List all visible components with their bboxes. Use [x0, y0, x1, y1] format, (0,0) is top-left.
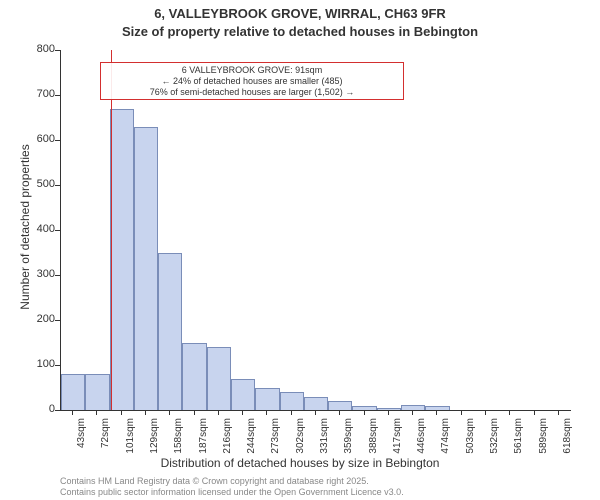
x-tick-mark — [388, 410, 389, 415]
x-tick-label: 417sqm — [392, 418, 403, 458]
histogram-bar — [425, 406, 449, 411]
x-tick-mark — [364, 410, 365, 415]
histogram-bar — [280, 392, 304, 410]
histogram-bar — [231, 379, 255, 411]
histogram-bar — [377, 408, 401, 410]
x-axis-label: Distribution of detached houses by size … — [0, 456, 600, 470]
callout-line: 6 VALLEYBROOK GROVE: 91sqm — [107, 65, 397, 76]
y-tick-mark — [55, 95, 60, 96]
histogram-bar — [255, 388, 279, 411]
x-tick-mark — [509, 410, 510, 415]
histogram-bar — [110, 109, 134, 411]
x-tick-label: 503sqm — [465, 418, 476, 458]
footer-line1: Contains HM Land Registry data © Crown c… — [60, 476, 369, 486]
y-tick-label: 800 — [15, 43, 55, 55]
x-tick-label: 474sqm — [440, 418, 451, 458]
x-tick-mark — [315, 410, 316, 415]
x-tick-label: 244sqm — [246, 418, 257, 458]
histogram-bar — [401, 405, 425, 410]
y-tick-label: 100 — [15, 358, 55, 370]
x-tick-mark — [242, 410, 243, 415]
histogram-bar — [182, 343, 206, 411]
y-tick-mark — [55, 275, 60, 276]
x-tick-label: 561sqm — [513, 418, 524, 458]
x-tick-label: 72sqm — [100, 418, 111, 458]
y-tick-label: 600 — [15, 133, 55, 145]
x-tick-mark — [145, 410, 146, 415]
chart-title-line2: Size of property relative to detached ho… — [0, 24, 600, 39]
y-tick-label: 500 — [15, 178, 55, 190]
property-marker-line — [111, 50, 112, 410]
x-tick-label: 359sqm — [343, 418, 354, 458]
histogram-bar — [61, 374, 85, 410]
x-tick-label: 618sqm — [562, 418, 573, 458]
x-tick-label: 187sqm — [198, 418, 209, 458]
x-tick-label: 216sqm — [222, 418, 233, 458]
histogram-bar — [85, 374, 109, 410]
x-tick-mark — [534, 410, 535, 415]
x-tick-label: 446sqm — [416, 418, 427, 458]
y-tick-mark — [55, 230, 60, 231]
x-tick-label: 43sqm — [76, 418, 87, 458]
x-tick-label: 532sqm — [489, 418, 500, 458]
y-tick-label: 300 — [15, 268, 55, 280]
x-tick-mark — [485, 410, 486, 415]
histogram-bar — [304, 397, 328, 411]
histogram-bar — [352, 406, 376, 411]
chart-title-line1: 6, VALLEYBROOK GROVE, WIRRAL, CH63 9FR — [0, 6, 600, 21]
plot-area — [60, 50, 571, 411]
x-tick-label: 158sqm — [173, 418, 184, 458]
y-tick-mark — [55, 320, 60, 321]
x-tick-label: 331sqm — [319, 418, 330, 458]
x-tick-mark — [461, 410, 462, 415]
y-tick-mark — [55, 365, 60, 366]
x-tick-label: 589sqm — [538, 418, 549, 458]
x-tick-mark — [121, 410, 122, 415]
x-tick-mark — [72, 410, 73, 415]
footer-line2: Contains public sector information licen… — [60, 487, 404, 497]
x-tick-label: 388sqm — [368, 418, 379, 458]
x-tick-label: 302sqm — [295, 418, 306, 458]
x-tick-mark — [291, 410, 292, 415]
x-tick-mark — [218, 410, 219, 415]
histogram-bar — [134, 127, 158, 411]
callout-line: 76% of semi-detached houses are larger (… — [107, 87, 397, 98]
x-tick-mark — [169, 410, 170, 415]
chart-container: 6, VALLEYBROOK GROVE, WIRRAL, CH63 9FR S… — [0, 0, 600, 500]
y-tick-label: 0 — [15, 403, 55, 415]
y-tick-mark — [55, 410, 60, 411]
y-tick-mark — [55, 50, 60, 51]
x-tick-mark — [96, 410, 97, 415]
callout-box: 6 VALLEYBROOK GROVE: 91sqm← 24% of detac… — [100, 62, 404, 100]
x-tick-mark — [558, 410, 559, 415]
callout-line: ← 24% of detached houses are smaller (48… — [107, 76, 397, 87]
y-tick-mark — [55, 185, 60, 186]
y-tick-label: 200 — [15, 313, 55, 325]
y-tick-label: 700 — [15, 88, 55, 100]
y-tick-label: 400 — [15, 223, 55, 235]
histogram-bar — [158, 253, 182, 411]
x-tick-label: 273sqm — [270, 418, 281, 458]
y-tick-mark — [55, 140, 60, 141]
x-tick-label: 101sqm — [125, 418, 136, 458]
histogram-bar — [207, 347, 231, 410]
x-tick-mark — [412, 410, 413, 415]
x-tick-mark — [266, 410, 267, 415]
x-tick-label: 129sqm — [149, 418, 160, 458]
x-tick-mark — [194, 410, 195, 415]
histogram-bar — [328, 401, 352, 410]
x-tick-mark — [339, 410, 340, 415]
x-tick-mark — [436, 410, 437, 415]
